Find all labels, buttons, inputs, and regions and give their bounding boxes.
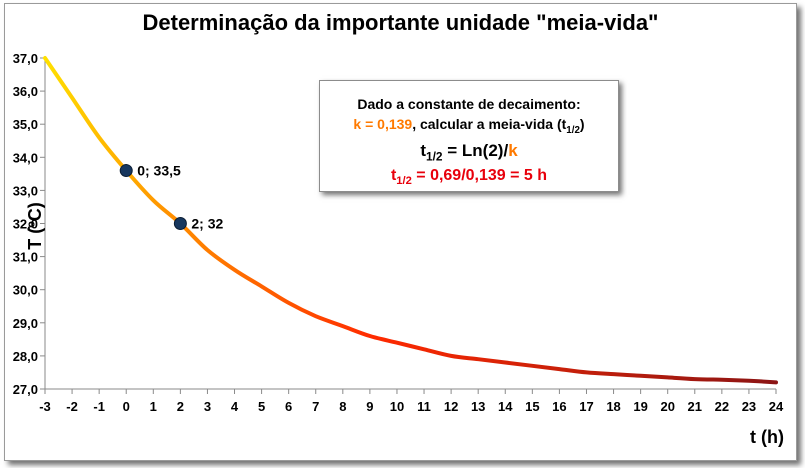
info-line-3: t1/2 = Ln(2)/k: [320, 141, 618, 163]
formula-t: t: [420, 140, 426, 160]
x-tick-label: 9: [366, 399, 373, 414]
chart-svg: 27,0 28,0 29,0 30,0 31,0 32,0 33,0 34,0 35,0 36,0…: [13, 51, 784, 447]
x-tick-label: 2: [177, 399, 184, 414]
x-tick-label: 13: [471, 399, 485, 414]
y-axis-title: T (ºC): [25, 202, 45, 250]
info-line-2-sub: 1/2: [566, 124, 580, 136]
chart-title: Determinação da importante unidade "meia…: [142, 10, 659, 35]
chart-frame: Determinação da importante unidade "meia…: [4, 3, 797, 461]
x-tick-label: 20: [660, 399, 674, 414]
formula-k: k: [508, 140, 518, 160]
x-tick-label: 21: [688, 399, 702, 414]
info-line-2-text: , calcular a meia-vida (t: [412, 116, 567, 132]
x-tick-label: 12: [444, 399, 458, 414]
y-tick-label: 32,0: [13, 217, 38, 232]
x-tick-label: 3: [204, 399, 211, 414]
decay-curve: [43, 56, 778, 385]
x-tick-label: 6: [285, 399, 292, 414]
result-eq: = 0,69/0,139 = 5 h: [411, 167, 548, 185]
x-tick-label: 5: [258, 399, 265, 414]
formula-eq: = Ln(2)/: [442, 140, 509, 160]
x-tick-label: 24: [769, 399, 784, 414]
x-tick-label: 14: [498, 399, 513, 414]
y-tick-label: 34,0: [13, 150, 38, 165]
data-point-marker: [119, 164, 133, 178]
y-tick-label: 29,0: [13, 316, 38, 331]
info-line-2-end: ): [579, 116, 585, 132]
x-tick-label: 0: [123, 399, 130, 414]
x-tick-label: 1: [150, 399, 157, 414]
x-tick-label: -3: [39, 399, 51, 414]
x-tick-label: -2: [66, 399, 78, 414]
x-tick-label: 4: [231, 399, 239, 414]
x-tick-label: 10: [390, 399, 404, 414]
x-tick-label: 11: [417, 399, 431, 414]
y-tick-label: 37,0: [13, 51, 38, 66]
x-tick-label: 8: [339, 399, 346, 414]
y-tick-label: 28,0: [13, 349, 38, 364]
info-line-1: Dado a constante de decaimento:: [357, 96, 581, 112]
x-tick-label: 23: [742, 399, 756, 414]
y-tick-label: 35,0: [13, 117, 38, 132]
x-tick-label: 7: [312, 399, 319, 414]
result-t: t: [390, 167, 397, 185]
y-tick-label: 36,0: [13, 84, 38, 99]
x-tick-label: -1: [93, 399, 105, 414]
data-point-label: 2; 32: [191, 216, 223, 232]
info-line-4: t1/2 = 0,69/0,139 = 5 h: [320, 167, 618, 187]
result-sub: 1/2: [396, 175, 412, 188]
x-tick-label: 19: [633, 399, 647, 414]
x-tick-label: 17: [579, 399, 593, 414]
info-line-2: k = 0,139, calcular a meia-vida (t1/2): [320, 116, 618, 136]
x-tick-label: 16: [552, 399, 566, 414]
x-tick-label: 15: [525, 399, 539, 414]
info-box: Dado a constante de decaimento: k = 0,13…: [319, 80, 619, 192]
x-axis-title: t (h): [750, 427, 784, 447]
x-tick-label: 22: [715, 399, 729, 414]
k-value: k = 0,139: [353, 116, 413, 132]
y-tick-label: 31,0: [13, 250, 38, 265]
formula-sub: 1/2: [426, 149, 443, 164]
y-tick-label: 30,0: [13, 283, 38, 298]
y-tick-label: 33,0: [13, 183, 38, 198]
data-point-label: 0; 33,5: [137, 163, 181, 179]
x-tick-label: 18: [606, 399, 620, 414]
data-point-marker: [173, 217, 187, 230]
y-tick-label: 27,0: [13, 382, 38, 397]
